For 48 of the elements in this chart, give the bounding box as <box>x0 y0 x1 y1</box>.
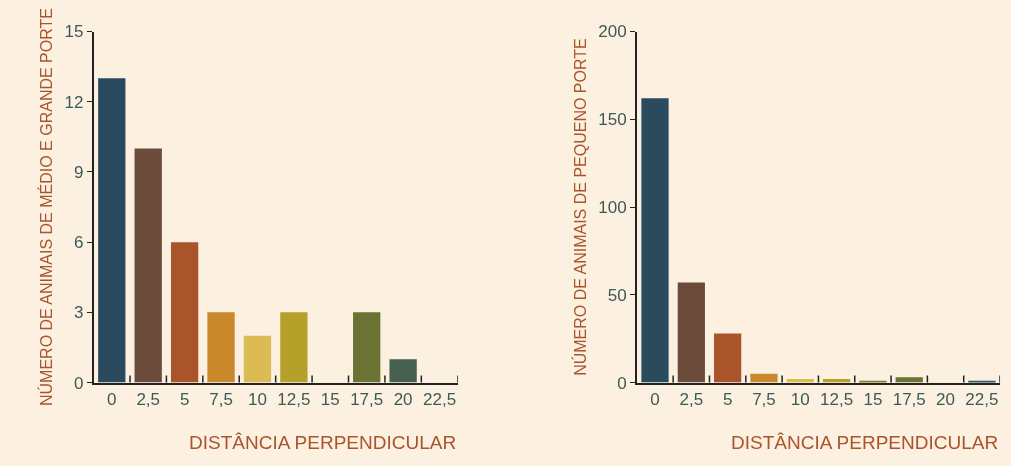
bar <box>641 98 669 383</box>
x-tick-label: 10 <box>248 389 267 409</box>
bar <box>677 282 705 383</box>
x-tick-label: 15 <box>320 389 340 409</box>
y-tick-label: 200 <box>598 22 627 42</box>
bar <box>714 333 742 383</box>
x-tick-label: 7,5 <box>752 389 776 409</box>
x-tick-label: 2,5 <box>679 389 704 409</box>
bar <box>170 242 199 383</box>
x-tick-label: 0 <box>107 389 117 409</box>
y-tick-label: 0 <box>617 373 627 393</box>
bar <box>134 148 162 383</box>
x-tick-label: 12,5 <box>277 389 311 409</box>
x-tick-label: 15 <box>863 389 883 409</box>
y-axis-title: NÚMERO DE ANIMAIS DE PEQUENO PORTE <box>570 38 589 376</box>
x-tick-label: 20 <box>393 389 413 409</box>
x-tick-label: 0 <box>650 389 660 409</box>
x-tick-label: 5 <box>179 389 190 409</box>
x-tick-label: 22,5 <box>422 389 457 409</box>
y-tick-label: 100 <box>598 198 627 217</box>
y-tick-label: 6 <box>73 233 84 253</box>
bar <box>750 373 778 383</box>
bar <box>353 312 381 383</box>
x-tick-label: 12,5 <box>820 389 854 409</box>
x-tick-label: 7,5 <box>209 389 233 409</box>
y-tick-label: 50 <box>607 285 627 305</box>
x-axis-title: DISTÂNCIA PERPENDICULAR <box>189 432 457 453</box>
x-tick-label: 17,5 <box>892 389 926 409</box>
x-tick-label: 22,5 <box>965 389 999 409</box>
x-axis-title: DISTÂNCIA PERPENDICULAR <box>731 432 999 453</box>
y-tick-label: 0 <box>73 373 84 393</box>
y-tick-label: 9 <box>73 162 84 182</box>
y-tick-label: 12 <box>64 92 84 112</box>
bar <box>243 335 272 383</box>
y-axis-title: NÚMERO DE ANIMAIS DE MÉDIO E GRANDE PORTE <box>36 8 55 407</box>
y-tick-label: 150 <box>598 110 627 130</box>
y-tick-label: 3 <box>73 303 84 323</box>
bar <box>895 377 923 383</box>
x-tick-label: 5 <box>722 389 733 409</box>
y-tick-label: 15 <box>64 22 84 42</box>
x-tick-label: 10 <box>790 389 810 409</box>
x-tick-label: 17,5 <box>350 389 384 409</box>
bar <box>98 78 126 383</box>
bar <box>389 359 417 383</box>
x-tick-label: 2,5 <box>136 389 161 409</box>
x-tick-label: 20 <box>936 389 956 409</box>
bar <box>280 312 308 383</box>
bar <box>207 312 235 383</box>
